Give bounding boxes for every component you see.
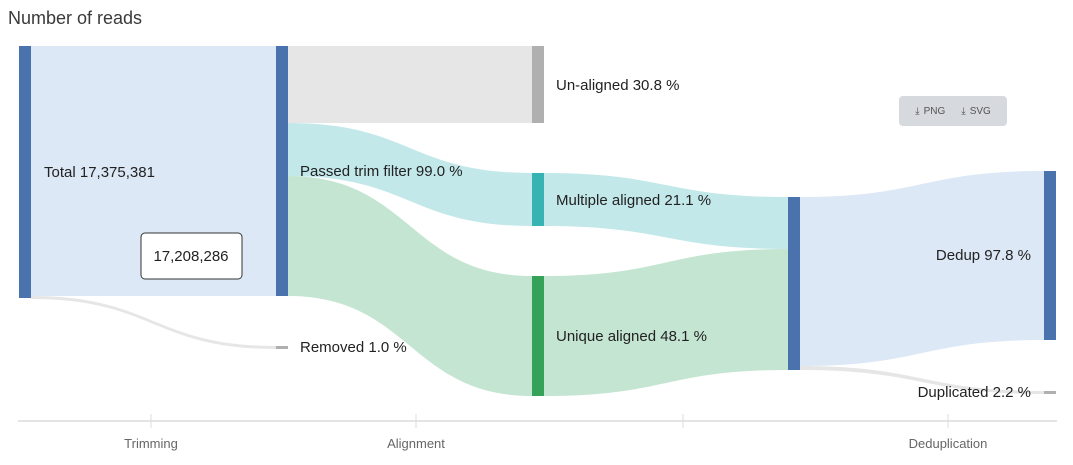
link-aligned-to-duplicated[interactable] bbox=[800, 366, 1044, 394]
node-duplicated[interactable] bbox=[1044, 391, 1056, 394]
link-passed-to-unaligned[interactable] bbox=[288, 46, 532, 123]
node-label-passed: Passed trim filter 99.0 % bbox=[300, 163, 463, 180]
tooltip-value: 17,208,286 bbox=[153, 248, 228, 265]
node-removed[interactable] bbox=[276, 346, 288, 349]
node-passed[interactable] bbox=[276, 46, 288, 296]
export-png-button[interactable]: ⤓ PNG bbox=[915, 106, 945, 117]
sankey-nodes bbox=[19, 46, 1056, 396]
link-passed-to-multiple[interactable] bbox=[288, 123, 532, 226]
node-label-dedup: Dedup 97.8 % bbox=[936, 247, 1031, 264]
stage-label-trimming: Trimming bbox=[124, 436, 178, 451]
export-toolbar: ⤓ PNG ⤓ SVG bbox=[899, 96, 1007, 126]
node-label-unique: Unique aligned 48.1 % bbox=[556, 328, 707, 345]
link-unique-to-aligned[interactable] bbox=[544, 249, 788, 396]
hover-tooltip: 17,208,286 bbox=[140, 232, 243, 280]
node-multiple[interactable] bbox=[532, 173, 544, 226]
download-icon: ⤓ bbox=[961, 105, 966, 117]
export-svg-label: SVG bbox=[969, 105, 991, 117]
node-label-removed: Removed 1.0 % bbox=[300, 339, 407, 356]
link-total-to-removed[interactable] bbox=[31, 296, 276, 349]
node-label-unaligned: Un-aligned 30.8 % bbox=[556, 77, 679, 94]
node-label-duplicated: Duplicated 2.2 % bbox=[918, 384, 1031, 401]
chart-title: Number of reads bbox=[8, 8, 143, 28]
link-multiple-to-aligned[interactable] bbox=[544, 173, 788, 249]
node-unaligned[interactable] bbox=[532, 46, 544, 123]
node-total[interactable] bbox=[19, 46, 31, 298]
sankey-labels: Total 17,375,381 Passed trim filter 99.0 … bbox=[44, 77, 1031, 401]
export-svg-button[interactable]: ⤓ SVG bbox=[961, 106, 991, 117]
stage-label-deduplication: Deduplication bbox=[909, 436, 988, 451]
export-png-label: PNG bbox=[923, 105, 946, 117]
node-unique[interactable] bbox=[532, 276, 544, 396]
link-aligned-to-dedup[interactable] bbox=[800, 171, 1044, 366]
node-label-total: Total 17,375,381 bbox=[44, 164, 155, 181]
download-icon: ⤓ bbox=[915, 105, 920, 117]
node-dedup[interactable] bbox=[1044, 171, 1056, 340]
link-passed-to-unique[interactable] bbox=[288, 176, 532, 396]
stage-label-alignment: Alignment bbox=[387, 436, 445, 451]
node-label-multiple: Multiple aligned 21.1 % bbox=[556, 192, 711, 209]
node-aligned[interactable] bbox=[788, 197, 800, 370]
